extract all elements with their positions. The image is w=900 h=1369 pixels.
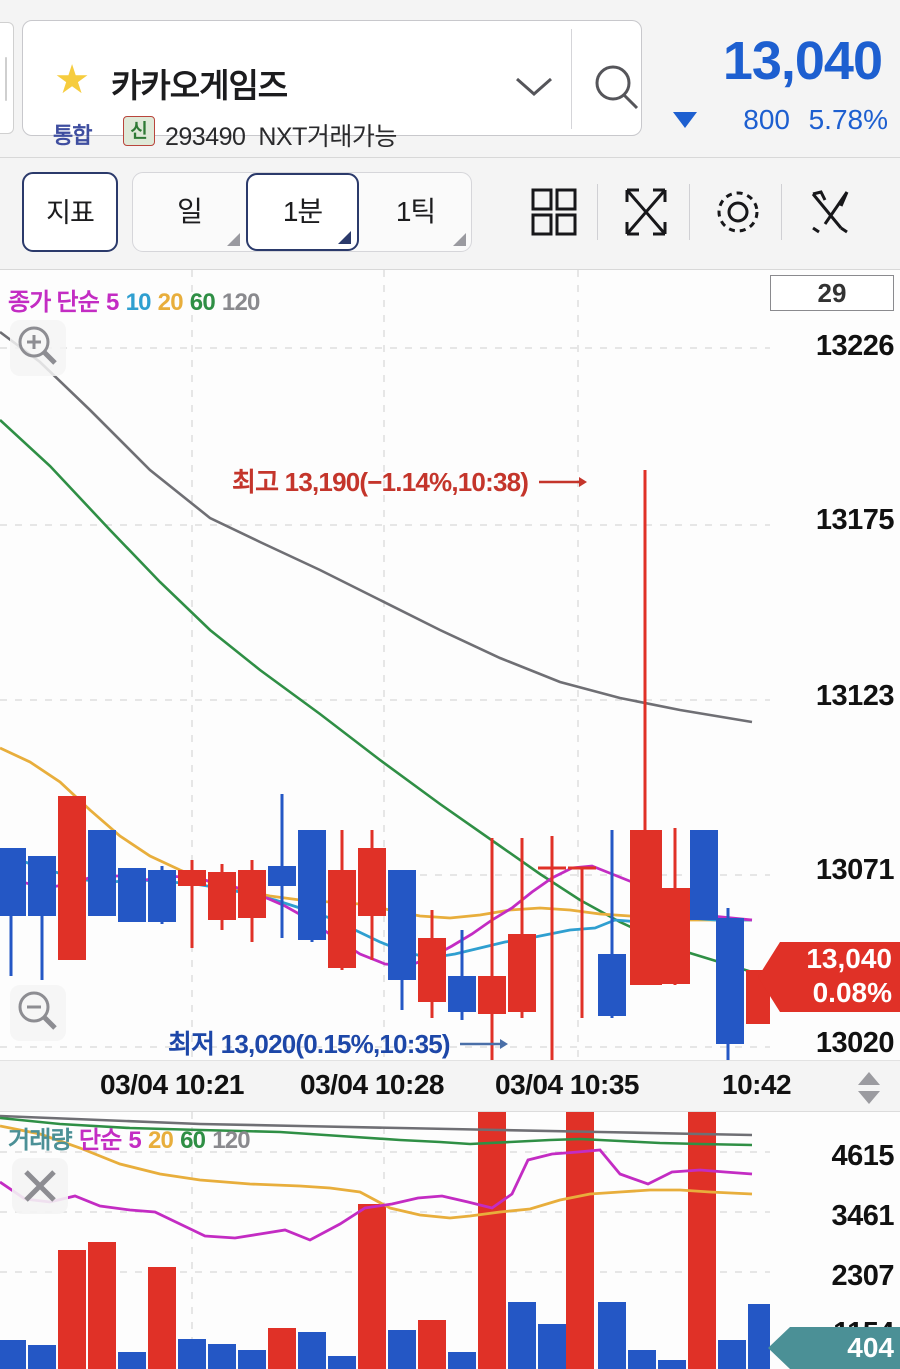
close-icon[interactable] <box>12 1158 68 1214</box>
code-number: 293490 <box>165 123 246 151</box>
ma120-line <box>0 330 753 724</box>
zoom-in-icon[interactable] <box>10 320 66 376</box>
legend-ma5: 5 <box>106 289 119 316</box>
time-tick-label: 03/04 10:35 <box>495 1069 639 1100</box>
chart-toolbar: 지표 일 1분 1틱 <box>0 158 900 270</box>
volume-svg <box>0 1112 770 1369</box>
star-icon[interactable]: ★ <box>54 58 90 102</box>
stock-code: 293490 NXT거래가능 <box>165 117 397 153</box>
legend-vma20: 20 <box>147 1127 174 1154</box>
market-note: NXT거래가능 <box>258 123 397 151</box>
price-change: 800 <box>743 104 790 135</box>
volume-legend: 거래량 단순 5 20 60 120 <box>8 1120 257 1155</box>
candlestick-plot[interactable]: 최고 13,190(−1.14%,10:38) 최저 13,020(0.15%,… <box>0 270 770 1070</box>
time-axis[interactable]: 03/04 10:21 03/04 10:28 03/04 10:35 10:4… <box>0 1060 900 1112</box>
y-tick-label: 13123 <box>815 680 895 712</box>
drawer-handle[interactable] <box>0 22 14 134</box>
volume-tick-label: 2307 <box>831 1260 894 1292</box>
volume-tick-label: 3461 <box>831 1200 894 1232</box>
grid-layout-icon[interactable] <box>525 176 583 248</box>
candlestick-svg <box>0 270 770 1070</box>
y-tick-label: 13071 <box>815 854 895 886</box>
volume-plot[interactable] <box>0 1112 770 1369</box>
legend-vma120: 120 <box>212 1127 250 1154</box>
legend-volume-sub: 단순 <box>78 1127 122 1154</box>
market-tag: 통합 <box>53 123 92 148</box>
period-label: 1분 <box>282 196 323 227</box>
vma5-line <box>0 1148 753 1242</box>
vma20-line <box>0 1124 753 1220</box>
legend-title: 종가 단순 <box>8 289 100 316</box>
period-button-day[interactable]: 일 <box>133 173 246 251</box>
arrow-right-icon <box>460 1037 509 1051</box>
current-price: 13,040 <box>722 31 883 91</box>
low-annotation-text: 최저 13,020(0.15%,10:35) <box>168 1029 451 1059</box>
legend-volume-title: 거래량 <box>8 1127 73 1154</box>
vma60-line <box>0 1116 753 1147</box>
y-tick-label: 13020 <box>815 1027 895 1059</box>
current-price-badge: 13,040 0.08% <box>758 942 900 1012</box>
dropdown-corner-icon <box>338 231 351 244</box>
period-label: 1틱 <box>395 196 436 227</box>
time-tick-label: 10:42 <box>722 1069 792 1100</box>
volume-tick-label: 4615 <box>831 1140 894 1172</box>
arrow-right-icon <box>538 475 587 489</box>
bar-count-box[interactable]: 29 <box>770 275 894 311</box>
dropdown-corner-icon <box>453 233 466 246</box>
legend-ma20: 20 <box>157 289 184 316</box>
divider <box>689 184 690 240</box>
legend-vma5: 5 <box>128 1127 141 1154</box>
dropdown-corner-icon <box>227 233 240 246</box>
triangle-down-icon <box>673 112 697 128</box>
stock-selector[interactable]: ★ 카카오게임즈 통합 신 293490 NXT거래가능 <box>22 20 643 151</box>
legend-ma60: 60 <box>189 289 216 316</box>
period-segment-group: 일 1분 1틱 <box>132 172 472 252</box>
high-annotation: 최고 13,190(−1.14%,10:38) <box>232 462 587 499</box>
app-header: ★ 카카오게임즈 통합 신 293490 NXT거래가능 13,040 800 … <box>0 0 900 158</box>
volume-chart-pane[interactable]: 거래량 단순 5 20 60 120 <box>0 1112 900 1369</box>
high-annotation-text: 최고 13,190(−1.14%,10:38) <box>232 467 529 497</box>
current-price-value: 13,040 <box>806 943 892 974</box>
indicator-button[interactable]: 지표 <box>22 172 118 252</box>
current-volume-badge: 404 <box>768 1327 900 1369</box>
period-button-1tick[interactable]: 1틱 <box>359 173 472 251</box>
chevron-down-icon[interactable] <box>513 73 555 99</box>
volume-axis[interactable]: 4615 3461 2307 1154 <box>770 1112 900 1369</box>
credit-tag: 신 <box>123 116 155 146</box>
period-button-1min[interactable]: 1분 <box>246 173 359 251</box>
vma120-line <box>0 1114 753 1137</box>
search-icon[interactable] <box>591 63 643 113</box>
price-change-percent: 5.78% <box>808 104 888 135</box>
divider <box>781 184 782 240</box>
stock-name: 카카오게임즈 <box>111 67 288 104</box>
period-label: 일 <box>177 196 203 227</box>
gear-icon[interactable] <box>709 176 767 248</box>
divider <box>597 184 598 240</box>
y-tick-label: 13226 <box>815 330 895 362</box>
candle-series <box>0 470 770 1070</box>
time-tick-label: 03/04 10:28 <box>300 1069 444 1100</box>
y-tick-label: 13175 <box>815 504 895 536</box>
tools-icon[interactable] <box>801 176 859 248</box>
low-annotation: 최저 13,020(0.15%,10:35) <box>168 1024 509 1061</box>
legend-ma10: 10 <box>125 289 152 316</box>
current-price-percent: 0.08% <box>812 977 892 1008</box>
price-legend: 종가 단순 5 10 20 60 120 <box>8 282 267 317</box>
legend-vma60: 60 <box>180 1127 206 1154</box>
updown-spinner-icon[interactable] <box>852 1069 886 1107</box>
price-axis[interactable]: 29 13226 13175 13123 13071 13020 13,040 … <box>758 270 900 1070</box>
volume-bar-series <box>0 1112 770 1369</box>
price-chart-pane[interactable]: 종가 단순 5 10 20 60 120 <box>0 270 900 1070</box>
divider <box>571 29 572 129</box>
fullscreen-expand-icon[interactable] <box>617 176 675 248</box>
zoom-out-icon[interactable] <box>10 985 66 1041</box>
legend-ma120: 120 <box>221 289 260 316</box>
time-tick-label: 03/04 10:21 <box>100 1069 244 1100</box>
